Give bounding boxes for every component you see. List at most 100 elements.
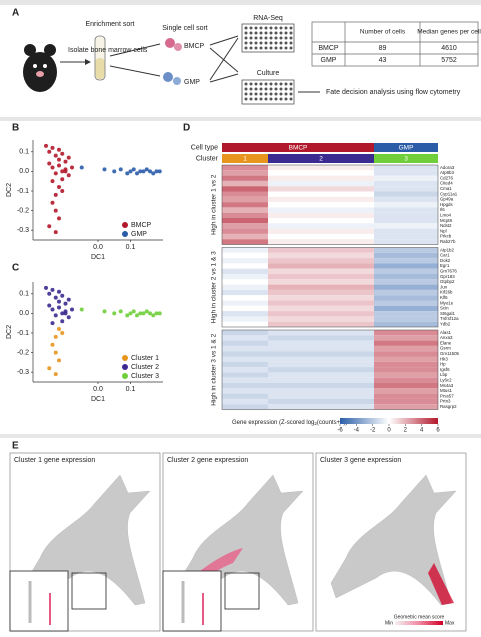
heatmap-cell: [374, 321, 438, 327]
heatmap-cell: [222, 393, 268, 399]
expression-highlight: [428, 563, 454, 605]
point: [66, 173, 71, 178]
heatmap-cell: [222, 289, 268, 296]
well: [279, 97, 283, 101]
gene-label: Elane: [440, 340, 452, 345]
heatmap-cell: [268, 180, 374, 187]
gene-label: Gm11505: [440, 351, 460, 356]
point: [79, 165, 84, 170]
group-label: High in cluster 3 vs 1 & 2: [211, 333, 218, 405]
well: [249, 82, 253, 86]
heatmap-cell: [268, 233, 374, 240]
heatmap-cell: [222, 207, 268, 213]
point: [144, 167, 149, 172]
heatmap-cell: [268, 330, 374, 336]
point: [66, 155, 71, 160]
y-axis-label: DC2: [6, 325, 13, 339]
heatmap-cell: [268, 247, 374, 253]
well: [284, 92, 288, 96]
gene-label: Klf6: [440, 295, 448, 300]
well: [289, 41, 293, 45]
heatmap-cell: [268, 367, 374, 373]
heatmap-cell: [268, 263, 374, 269]
heatmap-cell: [374, 330, 438, 336]
heatmap-cell: [268, 223, 374, 229]
well: [259, 31, 263, 35]
point: [70, 307, 74, 312]
point: [47, 291, 52, 296]
heatmap-cell: [374, 361, 438, 368]
heatmap-cell: [222, 311, 268, 317]
heatmap-cell: [374, 351, 438, 357]
heatmap-cell: [374, 170, 438, 176]
heatmap-cell: [268, 383, 374, 389]
colorbar-tick-label: -4: [354, 428, 360, 434]
point: [60, 177, 65, 182]
step-label: Single cell sort: [162, 25, 208, 32]
heatmap-cell: [268, 228, 374, 234]
heatmap-cell: [268, 300, 374, 306]
heatmap-cell: [268, 295, 374, 301]
x-tick-label: 0.1: [126, 386, 136, 393]
well: [254, 97, 258, 101]
gene-label: Cd276: [440, 175, 453, 180]
heatmap-cell: [374, 404, 438, 410]
point: [102, 309, 107, 314]
y-tick-label: -0.3: [17, 369, 29, 376]
point: [102, 167, 107, 172]
point: [131, 309, 136, 314]
well: [279, 36, 283, 40]
point: [112, 169, 117, 174]
heatmap-cell: [222, 186, 268, 192]
heatmap-cell: [222, 263, 268, 269]
well: [279, 87, 283, 91]
point: [63, 159, 68, 164]
well: [259, 87, 263, 91]
heatmap-cell: [222, 218, 268, 224]
well: [269, 82, 273, 86]
well: [289, 31, 293, 35]
point: [50, 287, 55, 292]
well: [289, 26, 293, 30]
heatmap-cell: [268, 356, 374, 362]
well: [264, 36, 268, 40]
point: [57, 327, 61, 332]
heatmap-cell: [268, 170, 374, 176]
inset: [9, 570, 69, 632]
point: [157, 311, 162, 316]
point: [118, 309, 123, 314]
well: [289, 87, 293, 91]
point: [47, 303, 52, 308]
heatmap-cell: [222, 321, 268, 327]
well: [244, 82, 248, 86]
heatmap-cell: [222, 377, 268, 383]
heatmap-cell: [222, 351, 268, 357]
gene-label: Scin: [440, 306, 449, 311]
heatmap-cell: [222, 356, 268, 362]
colorbar-title: Gene expression (Z-scored log2(counts+1)…: [232, 420, 347, 427]
well: [274, 87, 278, 91]
point: [138, 311, 143, 316]
well: [269, 46, 273, 50]
heatmap-cell: [222, 305, 268, 312]
table-cell: 4610: [441, 45, 457, 52]
gene-label: Lmo4: [440, 213, 452, 218]
gene-label: Rasgrp2: [440, 404, 457, 409]
heatmap-cell: [268, 207, 374, 213]
point: [79, 307, 84, 312]
point: [53, 334, 58, 339]
point: [53, 153, 58, 158]
well: [249, 92, 253, 96]
annotation-label: Cluster: [196, 155, 219, 162]
point: [47, 149, 52, 154]
gene-label: Atp8b3: [440, 170, 454, 175]
well: [249, 31, 253, 35]
point: [66, 315, 71, 320]
heatmap-cell: [374, 345, 438, 352]
heatmap-cell: [374, 311, 438, 317]
gene-label: Ms4a3: [440, 383, 454, 388]
point: [60, 311, 65, 316]
well: [279, 31, 283, 35]
y-tick-label: 0.1: [19, 149, 29, 156]
point: [128, 311, 133, 316]
